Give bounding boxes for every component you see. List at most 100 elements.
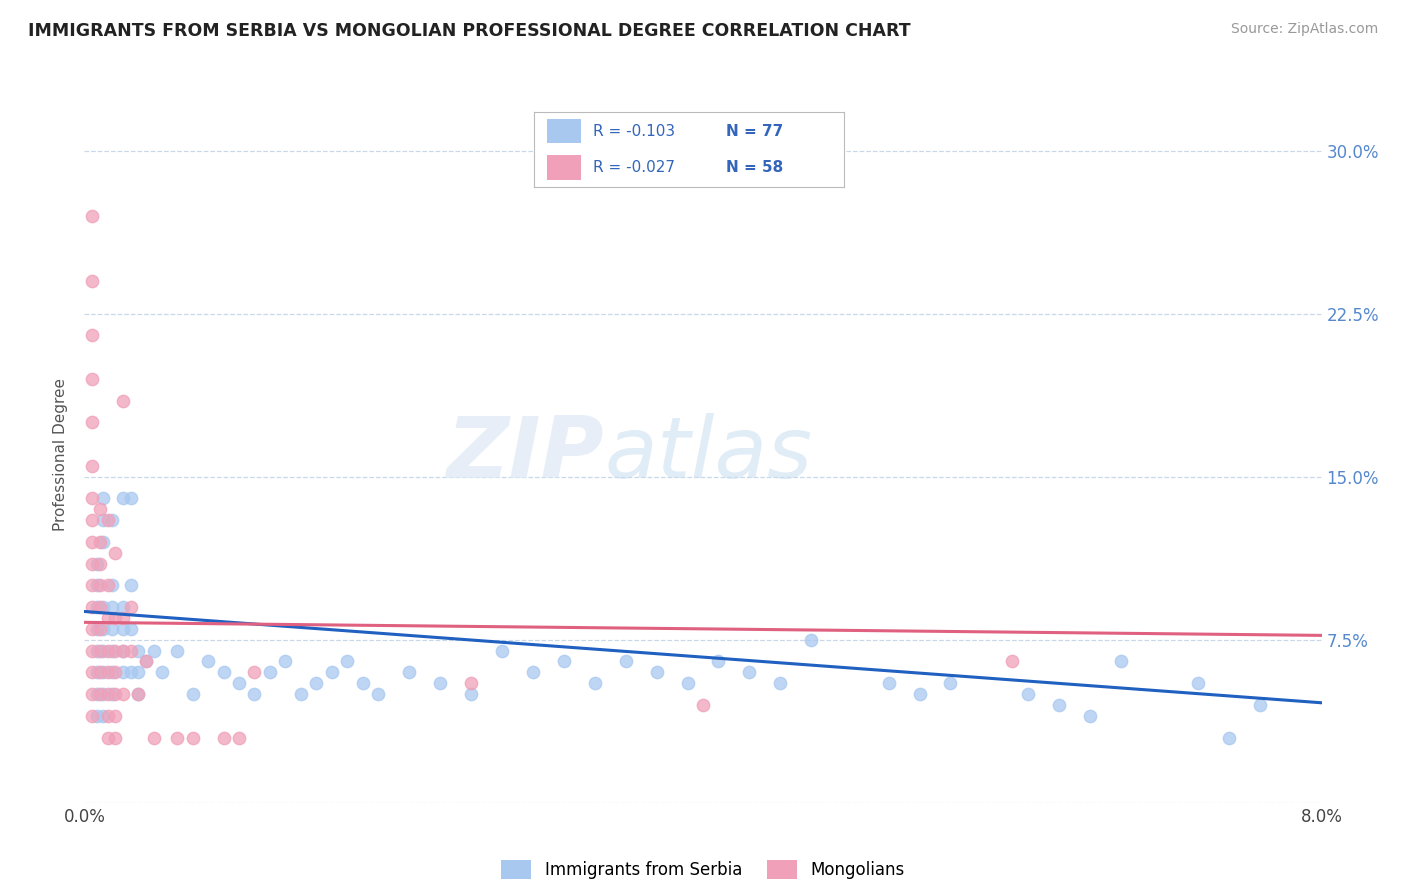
Point <box>120 622 142 636</box>
Point <box>101 578 124 592</box>
Point <box>91 535 114 549</box>
Text: R = -0.027: R = -0.027 <box>593 160 675 175</box>
Point <box>86 687 108 701</box>
Text: atlas: atlas <box>605 413 813 497</box>
Point <box>1187 676 1209 690</box>
FancyBboxPatch shape <box>547 119 581 144</box>
Point <box>243 665 266 680</box>
Point <box>101 600 124 615</box>
Point <box>181 731 204 745</box>
Point <box>460 687 482 701</box>
Point <box>112 643 135 657</box>
Point <box>89 578 111 592</box>
Point <box>91 491 114 506</box>
Text: N = 58: N = 58 <box>725 160 783 175</box>
Point <box>96 643 120 657</box>
Point <box>398 665 420 680</box>
Point <box>128 687 150 701</box>
Point <box>104 611 127 625</box>
Point <box>197 655 219 669</box>
Point <box>1109 655 1132 669</box>
Point <box>82 600 104 615</box>
Point <box>82 665 104 680</box>
Point <box>86 578 108 592</box>
Text: IMMIGRANTS FROM SERBIA VS MONGOLIAN PROFESSIONAL DEGREE CORRELATION CHART: IMMIGRANTS FROM SERBIA VS MONGOLIAN PROF… <box>28 22 911 40</box>
Point <box>583 676 606 690</box>
Point <box>166 731 188 745</box>
Point <box>82 415 104 429</box>
Point <box>614 655 637 669</box>
Point <box>91 600 114 615</box>
Point <box>82 372 104 386</box>
Point <box>91 708 114 723</box>
Point <box>101 643 124 657</box>
Point <box>228 731 250 745</box>
Point <box>82 708 104 723</box>
Point <box>120 578 142 592</box>
Point <box>908 687 931 701</box>
Point <box>939 676 962 690</box>
Point <box>96 611 120 625</box>
Point <box>305 676 328 690</box>
Point <box>96 708 120 723</box>
Point <box>82 578 104 592</box>
Point <box>336 655 359 669</box>
Point <box>104 708 127 723</box>
Point <box>91 622 114 636</box>
Point <box>212 731 235 745</box>
Point <box>104 643 127 657</box>
Text: ZIP: ZIP <box>446 413 605 497</box>
Point <box>112 687 135 701</box>
Point <box>522 665 544 680</box>
Point <box>89 600 111 615</box>
Point <box>645 665 668 680</box>
Point <box>120 600 142 615</box>
Point <box>769 676 792 690</box>
Point <box>104 731 127 745</box>
Point <box>112 600 135 615</box>
Point <box>429 676 451 690</box>
Point <box>352 676 374 690</box>
Point <box>112 622 135 636</box>
Point <box>460 676 482 690</box>
Point <box>181 687 204 701</box>
Point <box>96 665 120 680</box>
FancyBboxPatch shape <box>547 155 581 179</box>
Point <box>82 274 104 288</box>
Point <box>128 643 150 657</box>
Point <box>553 655 575 669</box>
Point <box>86 643 108 657</box>
Point <box>101 665 124 680</box>
Text: Source: ZipAtlas.com: Source: ZipAtlas.com <box>1230 22 1378 37</box>
Point <box>150 665 173 680</box>
Point <box>128 687 150 701</box>
Point <box>82 557 104 571</box>
Point <box>101 513 124 527</box>
Point <box>166 643 188 657</box>
Point <box>91 643 114 657</box>
Point <box>120 643 142 657</box>
Point <box>89 535 111 549</box>
Point <box>367 687 389 701</box>
Point <box>82 513 104 527</box>
Point <box>112 643 135 657</box>
Point <box>82 458 104 473</box>
Point <box>82 328 104 343</box>
Point <box>112 611 135 625</box>
Point <box>96 687 120 701</box>
Point <box>228 676 250 690</box>
Point <box>212 665 235 680</box>
Point <box>321 665 343 680</box>
Point <box>82 622 104 636</box>
Point <box>104 687 127 701</box>
Point <box>290 687 312 701</box>
Point <box>86 708 108 723</box>
Point <box>112 393 135 408</box>
Point <box>91 513 114 527</box>
Point <box>86 665 108 680</box>
Point <box>1047 698 1070 712</box>
Point <box>491 643 513 657</box>
Point <box>259 665 281 680</box>
Point <box>91 687 114 701</box>
Point <box>89 665 111 680</box>
